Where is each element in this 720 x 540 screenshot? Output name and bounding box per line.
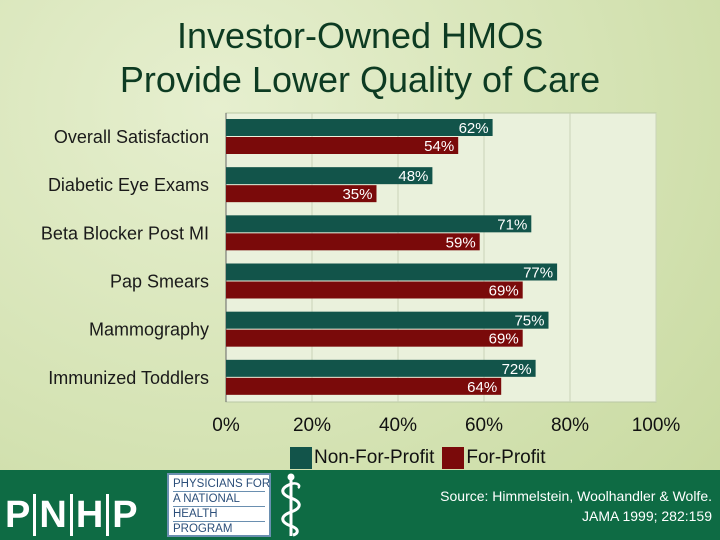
- x-tick-label: 100%: [632, 415, 681, 436]
- category-label: Overall Satisfaction: [54, 127, 209, 147]
- chart-legend: Non-For-Profit For-Profit: [290, 446, 554, 470]
- category-label: Beta Blocker Post MI: [41, 223, 209, 243]
- data-label: 69%: [489, 331, 519, 348]
- data-label: 77%: [523, 265, 553, 282]
- logo-letter: H: [73, 494, 110, 536]
- data-label: 69%: [489, 283, 519, 300]
- logo-letter: N: [36, 494, 73, 536]
- caduceus-icon: [281, 473, 301, 537]
- bar-for-profit: [226, 281, 523, 299]
- source-citation: Source: Himmelstein, Woolhandler & Wolfe…: [440, 486, 712, 526]
- bar-non-for-profit: [226, 119, 493, 136]
- bar-for-profit: [226, 185, 377, 203]
- data-label: 72%: [502, 361, 532, 378]
- title-line-1: Investor-Owned HMOs: [176, 15, 544, 56]
- org-name-line: HEALTH: [173, 507, 265, 522]
- data-label: 54%: [424, 138, 454, 155]
- bar-non-for-profit: [226, 359, 536, 377]
- org-name-line: PROGRAM: [173, 523, 233, 535]
- x-tick-label: 80%: [551, 415, 589, 436]
- data-label: 48%: [398, 168, 428, 185]
- data-label: 62%: [459, 120, 489, 137]
- org-name-line: PHYSICIANS FOR: [173, 478, 271, 492]
- x-tick-label: 60%: [465, 415, 503, 436]
- bar-non-for-profit: [226, 215, 532, 233]
- data-label: 59%: [446, 234, 476, 251]
- category-label: Immunized Toddlers: [48, 368, 209, 388]
- bar-for-profit: [226, 377, 502, 395]
- category-label: Diabetic Eye Exams: [48, 175, 209, 195]
- pnhp-logo: P N H P: [2, 478, 141, 536]
- legend-item-non-for-profit: Non-For-Profit: [290, 447, 434, 469]
- bar-non-for-profit: [226, 167, 433, 185]
- organization-name-box: PHYSICIANS FOR A NATIONAL HEALTH PROGRAM: [167, 473, 271, 537]
- source-line-2: JAMA 1999; 282:159: [582, 508, 712, 524]
- plot-area: [225, 112, 657, 403]
- category-label: Mammography: [89, 320, 209, 340]
- bar-for-profit: [226, 137, 459, 154]
- slide-title: Investor-Owned HMOs Provide Lower Qualit…: [0, 14, 720, 102]
- legend-label-for-profit: For-Profit: [466, 447, 546, 468]
- legend-swatch-for-profit: [442, 447, 465, 469]
- x-tick-label: 0%: [212, 415, 240, 436]
- x-tick-label: 40%: [379, 415, 417, 436]
- bar-for-profit: [226, 329, 523, 347]
- legend-swatch-non-for-profit: [290, 447, 312, 469]
- org-name-line: A NATIONAL: [173, 492, 265, 507]
- legend-label-non-for-profit: Non-For-Profit: [314, 447, 435, 468]
- title-line-2: Provide Lower Quality of Care: [119, 59, 601, 100]
- data-label: 75%: [514, 313, 544, 330]
- logo-letter: P: [2, 494, 37, 536]
- footer-bar: P N H P PHYSICIANS FOR A NATIONAL HEALTH…: [0, 470, 720, 540]
- logo-letter: P: [112, 494, 138, 536]
- bar-chart: 0% 20% 40% 60% 80% 100% Overall Satisfaction 62…: [41, 112, 681, 436]
- legend-item-for-profit: For-Profit: [442, 447, 546, 469]
- data-label: 64%: [467, 379, 497, 396]
- bar-for-profit: [226, 233, 480, 251]
- data-label: 71%: [497, 216, 527, 233]
- bar-non-for-profit: [226, 311, 549, 329]
- data-label: 35%: [342, 186, 372, 203]
- category-label: Pap Smears: [110, 272, 209, 292]
- source-line-1: Source: Himmelstein, Woolhandler & Wolfe…: [440, 488, 712, 504]
- x-tick-label: 20%: [293, 415, 331, 436]
- bar-non-for-profit: [226, 263, 558, 281]
